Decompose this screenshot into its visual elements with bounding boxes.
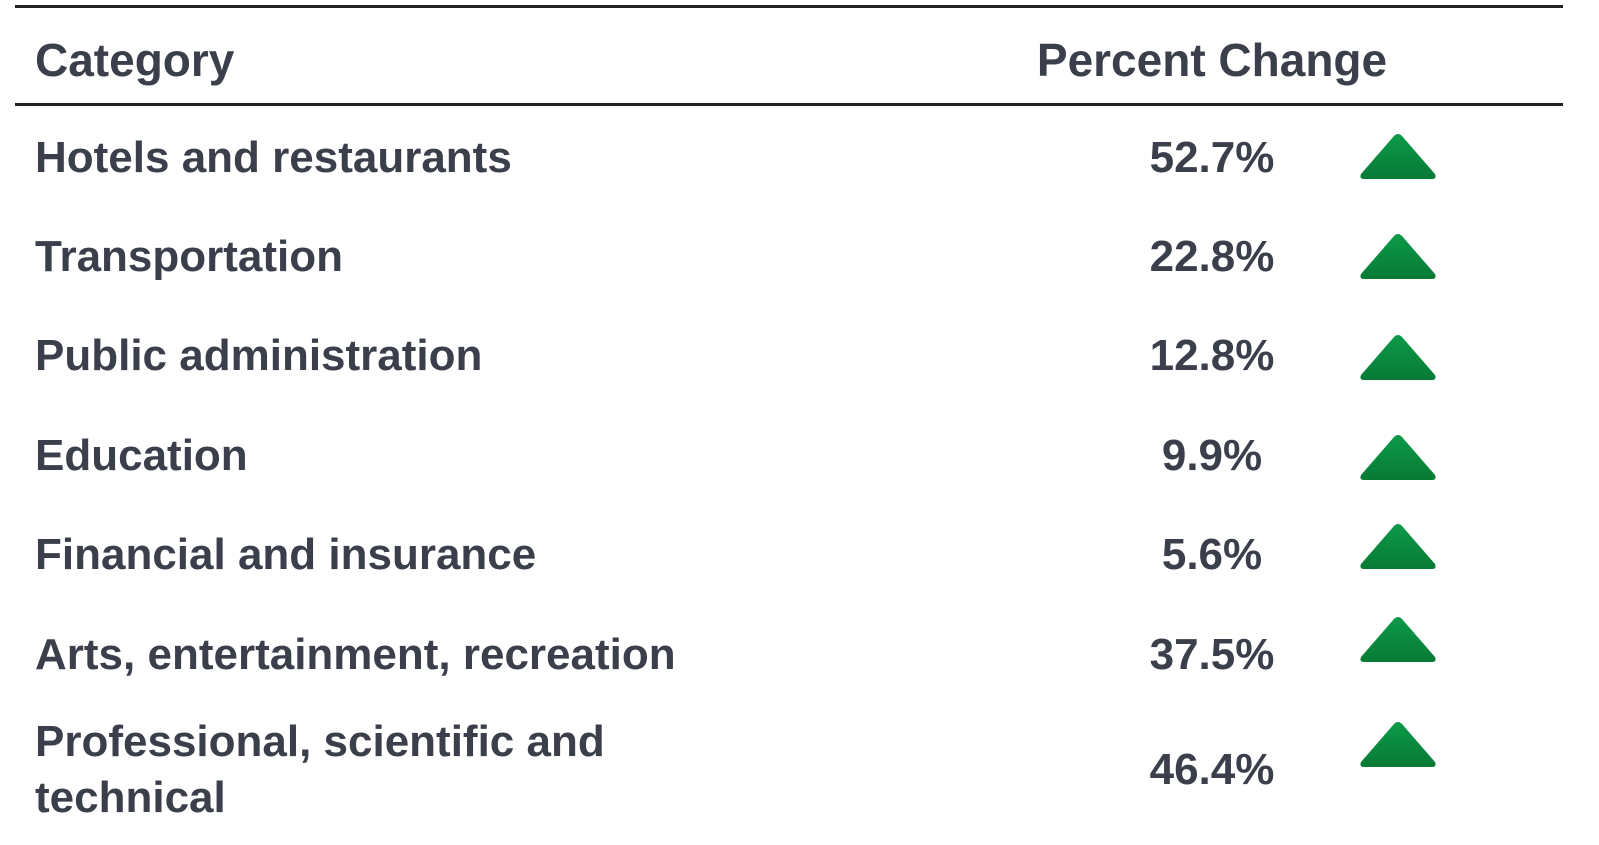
up-arrow [1360,435,1436,480]
up-arrow [1360,335,1436,380]
up-arrow [1360,722,1436,767]
category: Arts, entertainment, recreation [35,630,676,679]
percent-change: 52.7% [1149,133,1275,182]
header-rule [15,103,1563,106]
category: Education [35,431,248,480]
header-category: Category [35,34,235,86]
percent-change: 5.6% [1161,530,1263,579]
category: Public administration [35,331,483,380]
up-arrow [1360,234,1436,279]
up-arrow [1360,134,1436,179]
header-percent: Percent Change [1036,34,1388,86]
percent-change: 22.8% [1149,232,1275,281]
category: Transportation [35,232,344,281]
category: Hotels and restaurants [35,133,512,182]
percent-change: 46.4% [1149,745,1275,794]
category: Financial and insurance [35,530,537,579]
top-rule [15,5,1563,8]
up-arrow [1360,617,1436,662]
percent-change: 9.9% [1161,431,1263,480]
percent-change: 12.8% [1149,331,1275,380]
up-arrow [1360,524,1436,569]
percent-change: 37.5% [1149,630,1275,679]
category: Professional, scientific and technical [35,717,605,822]
